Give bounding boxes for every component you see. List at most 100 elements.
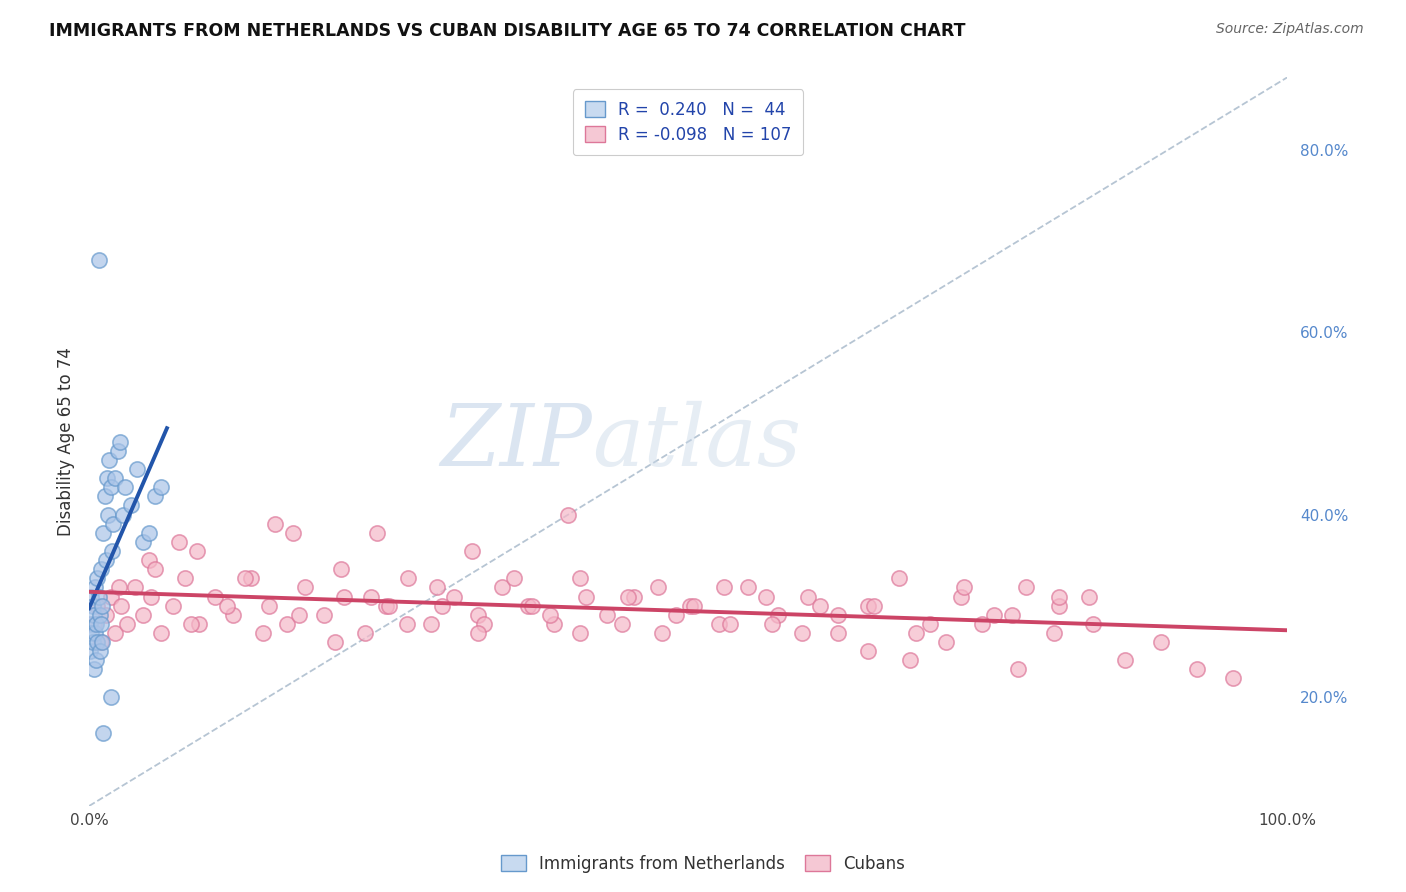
Point — [141, 590, 163, 604]
Point — [718, 616, 741, 631]
Point — [100, 590, 122, 604]
Point — [204, 590, 226, 604]
Point — [93, 489, 115, 503]
Point — [360, 590, 382, 604]
Point — [713, 581, 735, 595]
Point — [808, 599, 831, 613]
Point — [1049, 599, 1071, 613]
Point — [84, 581, 107, 595]
Point — [84, 653, 107, 667]
Point — [1007, 662, 1029, 676]
Point — [575, 590, 598, 604]
Point — [79, 616, 101, 631]
Point — [90, 562, 112, 576]
Point — [86, 571, 108, 585]
Point — [595, 607, 617, 622]
Point — [91, 599, 114, 613]
Point — [461, 544, 484, 558]
Point — [543, 616, 565, 631]
Point — [117, 616, 139, 631]
Point — [89, 607, 111, 622]
Point — [83, 607, 105, 622]
Point — [827, 607, 849, 622]
Point — [89, 644, 111, 658]
Point — [149, 626, 172, 640]
Point — [149, 480, 172, 494]
Point — [98, 453, 121, 467]
Point — [257, 599, 280, 613]
Point — [86, 599, 108, 613]
Point — [425, 581, 447, 595]
Point — [1081, 616, 1104, 631]
Point — [80, 626, 103, 640]
Point — [952, 581, 974, 595]
Point — [101, 516, 124, 531]
Point — [856, 599, 879, 613]
Point — [93, 525, 115, 540]
Point — [294, 581, 316, 595]
Point — [82, 599, 104, 613]
Point — [162, 599, 184, 613]
Point — [1114, 653, 1136, 667]
Point — [737, 581, 759, 595]
Y-axis label: Disability Age 65 to 74: Disability Age 65 to 74 — [58, 347, 75, 536]
Point — [443, 590, 465, 604]
Point — [1049, 590, 1071, 604]
Legend: R =  0.240   N =  44, R = -0.098   N = 107: R = 0.240 N = 44, R = -0.098 N = 107 — [574, 89, 803, 155]
Text: Source: ZipAtlas.com: Source: ZipAtlas.com — [1216, 22, 1364, 37]
Point — [1015, 581, 1038, 595]
Point — [100, 480, 122, 494]
Point — [125, 462, 148, 476]
Point — [766, 607, 789, 622]
Point — [188, 616, 211, 631]
Point — [287, 607, 309, 622]
Point — [222, 607, 245, 622]
Point — [90, 635, 112, 649]
Point — [516, 599, 538, 613]
Point — [366, 525, 388, 540]
Point — [970, 616, 993, 631]
Point — [87, 252, 110, 267]
Point — [167, 535, 190, 549]
Point — [94, 607, 117, 622]
Point — [329, 562, 352, 576]
Point — [569, 626, 592, 640]
Point — [83, 616, 105, 631]
Point — [111, 508, 134, 522]
Point — [569, 571, 592, 585]
Point — [104, 626, 127, 640]
Point — [797, 590, 820, 604]
Point — [862, 599, 884, 613]
Text: IMMIGRANTS FROM NETHERLANDS VS CUBAN DISABILITY AGE 65 TO 74 CORRELATION CHART: IMMIGRANTS FROM NETHERLANDS VS CUBAN DIS… — [49, 22, 966, 40]
Point — [1187, 662, 1209, 676]
Point — [96, 471, 118, 485]
Point — [755, 590, 778, 604]
Point — [186, 544, 208, 558]
Point — [239, 571, 262, 585]
Point — [1150, 635, 1173, 649]
Point — [93, 726, 115, 740]
Point — [104, 471, 127, 485]
Point — [898, 653, 921, 667]
Point — [983, 607, 1005, 622]
Point — [79, 644, 101, 658]
Point — [395, 616, 418, 631]
Point — [107, 443, 129, 458]
Point — [950, 590, 973, 604]
Point — [396, 571, 419, 585]
Point — [503, 571, 526, 585]
Point — [333, 590, 356, 604]
Point — [91, 635, 114, 649]
Point — [904, 626, 927, 640]
Point — [491, 581, 513, 595]
Point — [375, 599, 398, 613]
Point — [86, 635, 108, 649]
Point — [82, 635, 104, 649]
Point — [1078, 590, 1101, 604]
Point — [312, 607, 335, 622]
Point — [790, 626, 813, 640]
Point — [887, 571, 910, 585]
Point — [827, 626, 849, 640]
Point — [323, 635, 346, 649]
Point — [143, 489, 166, 503]
